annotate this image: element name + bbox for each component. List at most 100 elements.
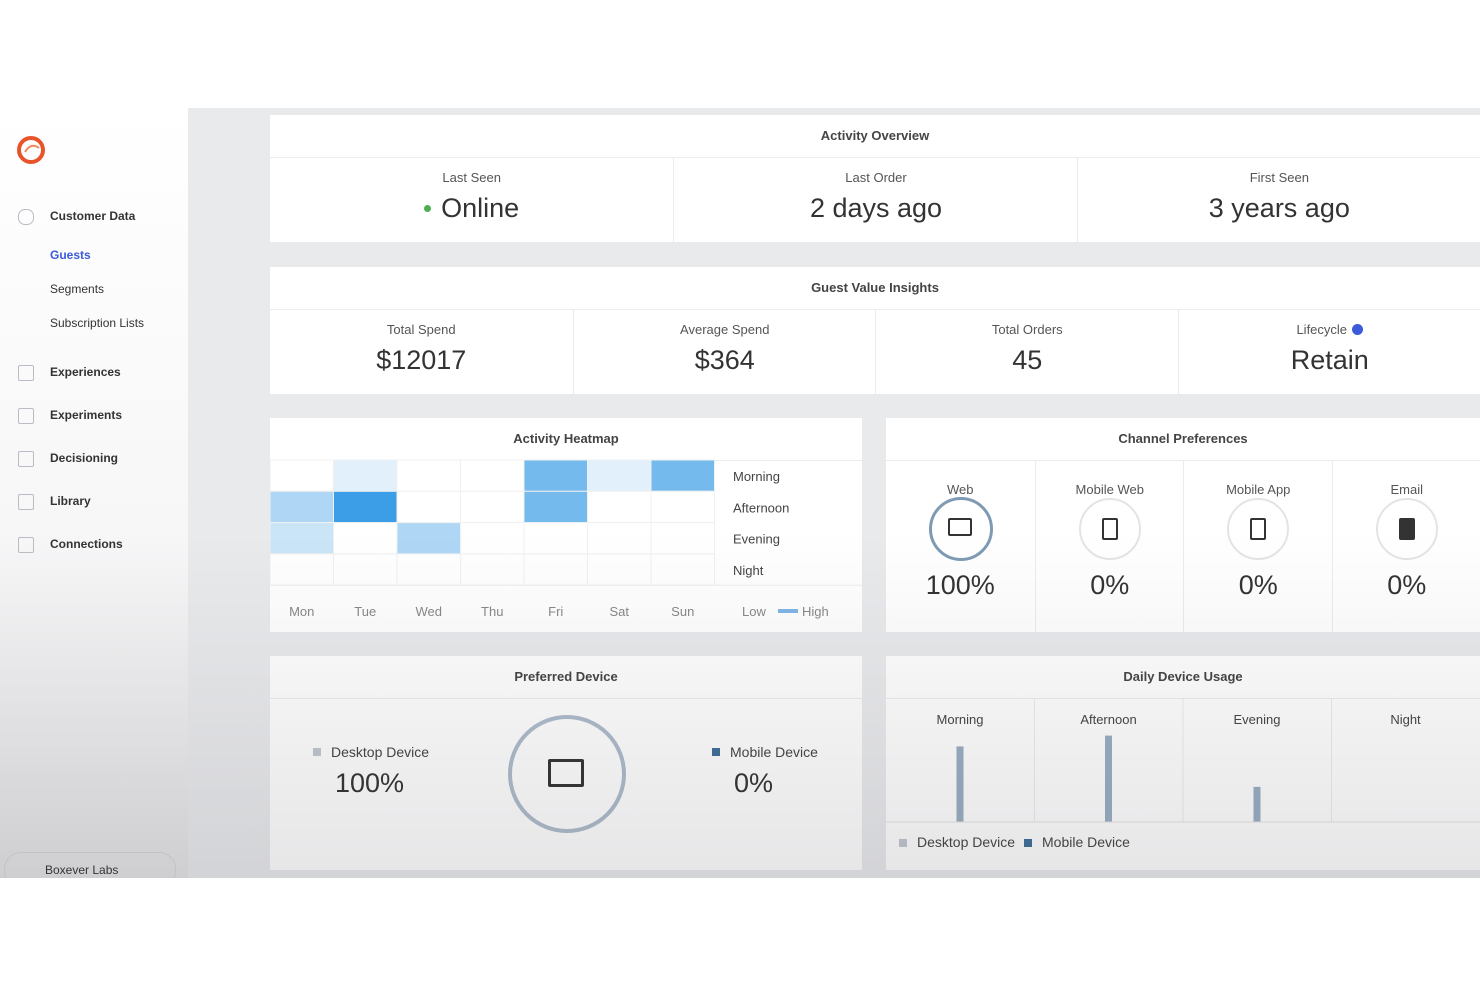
nav-icon [18, 537, 34, 553]
stat-label: Lifecycle [1296, 322, 1348, 337]
period-label: Morning [937, 712, 984, 727]
legend-label: Mobile Device [1042, 834, 1130, 850]
stat-value-text: 2 days ago [809, 193, 943, 223]
card: Guest Value Insights Total Spend $12017 Ave… [270, 267, 1480, 394]
heatmap-cell [523, 553, 588, 586]
heatmap-cell [587, 522, 652, 555]
stat: Last Seen Online [270, 157, 673, 242]
legend-swatch [1024, 839, 1032, 847]
sub-nav-item[interactable]: Segments [50, 282, 105, 296]
stat-value: 2 days ago [674, 193, 1077, 224]
channel-glyph [1398, 518, 1415, 540]
channel-name: Mobile App [1226, 482, 1291, 497]
sub-nav-item[interactable]: Subscription Lists [50, 316, 145, 330]
status-dot [424, 205, 432, 212]
channel-name: Web [947, 482, 974, 497]
app: Customer Data Guests Segments Subscription … [0, 108, 1480, 878]
stat-label: Total Orders [991, 322, 1063, 337]
stat-value-text: $12017 [376, 345, 467, 375]
nav-item[interactable]: Decisioning [50, 451, 119, 465]
heatmap-cell [396, 553, 461, 586]
card: Channel Preferences Web 100% Mobile Web 0% Mo… [886, 418, 1480, 632]
stat-value: 45 [876, 345, 1179, 376]
channel: Web 100% [886, 460, 1035, 632]
card-title: Guest Value Insights [270, 267, 1480, 310]
stat-value: Retain [1179, 345, 1480, 376]
workspace-name: Boxever Labs [45, 863, 119, 877]
sub-nav-item[interactable]: Guests [50, 248, 91, 262]
heatmap-cell [270, 459, 334, 492]
legend-label: Desktop Device [917, 834, 1015, 850]
stat-value-text: 3 years ago [1208, 193, 1350, 223]
heatmap-cell [650, 459, 715, 492]
channel: Mobile App 0% [1183, 460, 1333, 632]
heatmap-cell [270, 553, 334, 586]
nav-item[interactable]: Connections [50, 537, 123, 551]
period-label: Night [733, 563, 764, 578]
card: Preferred Device Desktop Device 100% Mobile… [270, 656, 862, 870]
stat: First Seen 3 years ago [1076, 157, 1480, 242]
stat-value-text: Online [441, 193, 520, 223]
legend-high: High [802, 604, 829, 619]
stat-label: Average Spend [680, 322, 770, 337]
info-icon[interactable] [1352, 324, 1364, 335]
stat-label: Lifecycle [1179, 322, 1480, 337]
legend-low: Low [742, 604, 766, 619]
stat: Average Spend $364 [572, 309, 877, 394]
channel: Email 0% [1331, 460, 1480, 632]
nav-item[interactable]: Experiments [50, 408, 123, 422]
usage-bar [1105, 735, 1112, 822]
heatmap-cell [460, 553, 525, 586]
day-label: Mon [289, 604, 314, 619]
heatmap-cell [650, 553, 715, 586]
device-glyph [548, 759, 584, 787]
device-value: 0% [734, 768, 774, 798]
heatmap-cell [270, 490, 334, 524]
nav-item[interactable]: Experiences [50, 365, 121, 379]
stat-value: Online [270, 193, 673, 224]
channel-icon [1375, 498, 1438, 560]
nav-icon [18, 408, 34, 424]
period-label: Night [1390, 712, 1421, 727]
channel-icon [1227, 498, 1289, 560]
heatmap-cell [523, 522, 588, 555]
day-label: Sat [609, 604, 629, 619]
heatmap-cell [587, 553, 652, 586]
channel-value: 0% [1387, 570, 1427, 600]
channel-value: 0% [1238, 570, 1278, 600]
heatmap-cell [333, 459, 398, 492]
period-label: Afternoon [733, 500, 789, 515]
channel-name: Email [1390, 482, 1423, 497]
channel-value: 0% [1090, 570, 1130, 600]
card: Activity Heatmap Morning Afternoon Evening N… [270, 418, 862, 632]
nav-icon [18, 209, 34, 225]
stat-value-text: $364 [694, 345, 755, 375]
heatmap-cell [396, 459, 461, 492]
card: Activity Overview Last Seen Online Last Ord… [270, 115, 1480, 242]
channel-glyph [1101, 518, 1118, 540]
workspace-switcher[interactable]: Boxever Labs [4, 852, 176, 878]
heatmap-cell [460, 522, 525, 555]
legend-swatch [313, 748, 321, 756]
stat-label: Total Spend [386, 322, 456, 337]
stat: Last Order 2 days ago [673, 157, 1077, 242]
heatmap-cell [460, 459, 525, 492]
day-label: Tue [354, 604, 376, 619]
legend-swatch [899, 839, 907, 847]
nav-item[interactable]: Customer Data [50, 209, 136, 223]
heatmap-cell [396, 522, 461, 555]
sidebar: Customer Data Guests Segments Subscription … [0, 108, 188, 878]
heatmap-cell [333, 490, 398, 524]
heatmap-cell [523, 490, 588, 524]
stat-value-text: Retain [1290, 345, 1369, 375]
heatmap-cell [650, 522, 715, 555]
logo [17, 136, 45, 164]
heatmap-cell [523, 459, 588, 492]
nav-item[interactable]: Library [50, 494, 91, 508]
stat: Lifecycle Retain [1177, 309, 1480, 394]
channel: Mobile Web 0% [1034, 460, 1185, 632]
day-label: Fri [548, 604, 563, 619]
stat-value-text: 45 [1012, 345, 1043, 375]
card-title: Channel Preferences [886, 418, 1480, 461]
